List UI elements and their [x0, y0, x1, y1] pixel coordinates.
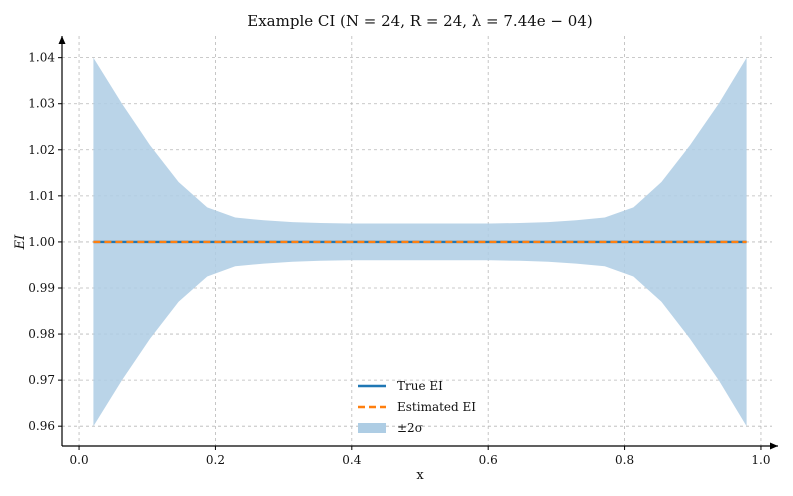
x-tick-label: 0.6: [479, 453, 498, 467]
y-axis-arrow-icon: [58, 36, 66, 44]
legend: True EI Estimated EI ±2σ: [358, 379, 476, 435]
y-tick-label: 1.01: [28, 189, 55, 203]
chart-title: Example CI (N = 24, R = 24, λ = 7.44e − …: [247, 12, 592, 30]
legend-label: ±2σ: [397, 421, 423, 435]
y-tick-label: 0.96: [28, 419, 55, 433]
x-tick-label: 0.8: [615, 453, 634, 467]
y-tick-label: 1.02: [28, 143, 55, 157]
y-axis-label: EI: [13, 234, 28, 250]
y-tick-label: 1.04: [28, 51, 55, 65]
y-tick-label: 1.00: [28, 235, 55, 249]
legend-label: Estimated EI: [397, 400, 476, 414]
x-tick-label: 1.0: [751, 453, 770, 467]
x-axis-label: x: [416, 468, 424, 483]
y-tick-label: 1.03: [28, 97, 55, 111]
y-tick-label: 0.98: [28, 327, 55, 341]
legend-swatch-band: [358, 423, 386, 433]
y-tick-label: 0.99: [28, 281, 55, 295]
x-tick-label: 0.2: [206, 453, 225, 467]
tick-labels: 0.96 0.97 0.98 0.99 1.00 1.01 1.02 1.03 1.04 0.0 0…: [28, 51, 770, 467]
x-axis-arrow-icon: [770, 442, 778, 450]
x-tick-label: 0.4: [342, 453, 361, 467]
y-tick-label: 0.97: [28, 373, 55, 387]
axes: [58, 36, 778, 450]
legend-label: True EI: [397, 379, 443, 393]
x-tick-label: 0.0: [70, 453, 89, 467]
